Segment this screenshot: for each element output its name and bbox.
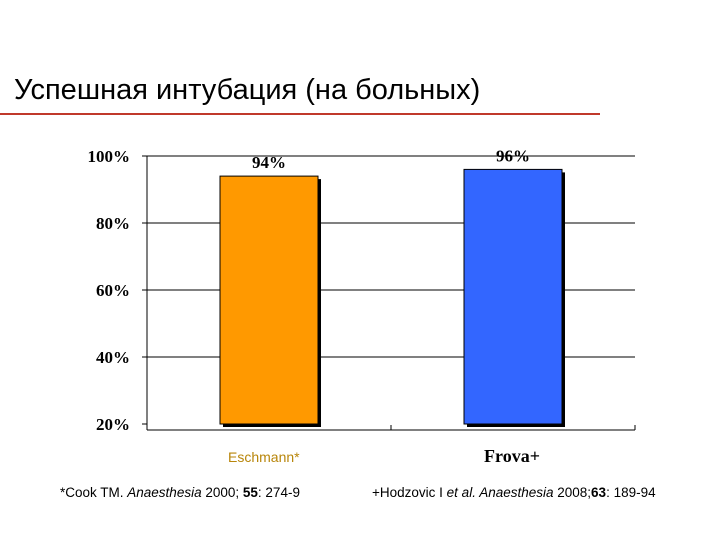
y-tick-label: 20% — [96, 415, 130, 434]
title-divider — [0, 113, 600, 115]
x-tick-label-frova: Frova+ — [484, 446, 540, 466]
chart-axes — [142, 155, 636, 431]
y-tick-labels: 20% 40% 60% 80% 100% — [88, 147, 131, 434]
bar-frova — [463, 168, 563, 425]
reference-hodzovic: +Hodzovic I et al. Anaesthesia 2008;63: … — [372, 485, 656, 500]
data-labels: 94% 96% — [252, 146, 530, 172]
y-tick-label: 40% — [96, 348, 130, 367]
y-tick-label: 60% — [96, 281, 130, 300]
data-label: 94% — [252, 153, 286, 172]
x-tick-label-eschmann: Eschmann* — [228, 449, 300, 465]
y-tick-label: 80% — [96, 214, 130, 233]
bars — [219, 168, 565, 427]
bar-eschmann — [219, 175, 319, 425]
y-tick-label: 100% — [88, 147, 131, 166]
page-title: Успешная интубация (на больных) — [14, 74, 481, 106]
data-label: 96% — [496, 146, 530, 165]
reference-cook: *Cook TM. Anaesthesia 2000; 55: 274-9 — [60, 485, 300, 500]
